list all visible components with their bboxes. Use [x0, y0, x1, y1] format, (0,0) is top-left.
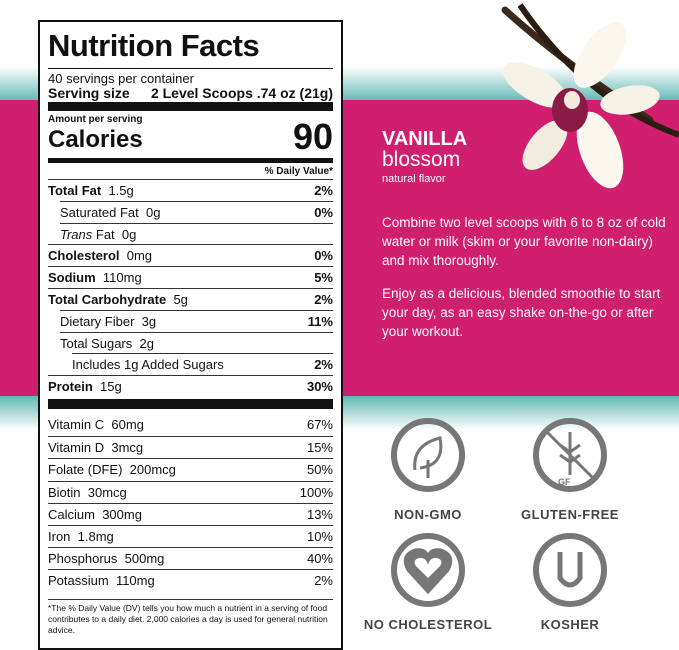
nutrient-dv: 11% [307, 313, 333, 329]
flavor-line2: blossom [382, 148, 461, 171]
nutrient-name: Sodium [48, 270, 96, 286]
amount-per-serving: Amount per serving [48, 114, 143, 125]
nutrient-amount: 3mcg [111, 440, 144, 456]
nutrient-amount: 200mcg [129, 462, 176, 478]
nutrient-row: Trans Fat 0g [60, 222, 333, 245]
nutrition-label: Nutrition Facts 40 servings per containe… [38, 20, 343, 650]
nutrient-name: Total Sugars [60, 335, 133, 351]
nutrient-amount: 60mg [111, 417, 144, 432]
calories-label: Calories [48, 126, 143, 153]
paragraph: Combine two level scoops with 6 to 8 oz … [382, 215, 666, 268]
nutrient-dv: 5% [314, 270, 333, 286]
nutrient-name: Dietary Fiber [60, 313, 135, 329]
nutrient-name: Includes 1g Added Sugars [72, 357, 224, 373]
nutrient-amount: 0g [146, 204, 161, 220]
nutrient-dv: 2% [314, 573, 333, 589]
footnote: *The % Daily Value (DV) tells you how mu… [48, 599, 333, 636]
nutrient-row: Dietary Fiber 3g 11% [60, 309, 333, 332]
nutrient-dv: 10% [306, 529, 333, 544]
nutrient-dv: 30% [306, 379, 333, 395]
serving-size-label: Serving size [48, 85, 130, 101]
nutrient-dv: 0% [314, 248, 333, 264]
nutrient-name: Folate (DFE) [48, 462, 123, 478]
badge-label: NON-GMO [394, 507, 462, 522]
nutrient-row: Vitamin C 60mg 67% [48, 414, 333, 435]
nutrient-name: Protein [48, 379, 93, 395]
flavor-line1: VANILLA [382, 128, 468, 150]
nutrient-amount: 500mg [124, 551, 165, 567]
nutrient-name: Total Fat [48, 183, 102, 198]
nutrient-amount: 15g [100, 379, 122, 395]
nutrient-name: Saturated Fat [60, 204, 139, 220]
nutrient-amount: 0g [121, 226, 137, 242]
nutrient-dv: 2% [314, 292, 333, 307]
nutrient-amount: 5g [173, 292, 188, 307]
nutrient-dv: 100% [299, 484, 333, 500]
nutrient-dv: 67% [306, 417, 333, 432]
nutrient-name: Vitamin C [48, 417, 105, 432]
nutrient-amount: 0mg [126, 248, 153, 264]
nutrient-amount: 110mg [115, 573, 155, 589]
nutrient-row: Folate (DFE) 200mcg 50% [48, 458, 333, 480]
badge-label: NO CHOLESTEROL [363, 617, 493, 632]
nutrient-dv: 50% [306, 462, 333, 478]
nutrient-amount: 3g [141, 313, 157, 329]
nutrient-row: Phosphorus 500mg 40% [48, 547, 333, 569]
badge-label: GLUTEN-FREE [521, 507, 619, 522]
serving-size-value: 2 Level Scoops .74 oz (21g) [150, 85, 333, 101]
nutrient-name: Biotin [48, 484, 81, 500]
nutrient-amount: 300mg [102, 506, 142, 522]
nutrient-name-italic: Trans [60, 226, 93, 242]
nutrient-name: Phosphorus [48, 551, 118, 567]
nutrient-name: Cholesterol [48, 248, 120, 264]
label-title: Nutrition Facts [48, 28, 260, 63]
nutrient-dv: 2% [314, 183, 333, 198]
nutrient-row: Potassium 110mg 2% [48, 569, 333, 591]
nutrient-amount: 110mg [102, 270, 142, 286]
servings: 40 servings per container [48, 71, 194, 86]
gf-icon-text: GF [558, 477, 571, 487]
paragraph: Enjoy as a delicious, blended smoothie t… [382, 286, 661, 339]
dv-header: % Daily Value* [264, 166, 333, 177]
nutrient-row: Total Fat 1.5g 2% [48, 179, 333, 201]
nutrient-row: Iron 1.8mg 10% [48, 525, 333, 547]
nutrient-row: Sodium 110mg 5% [48, 266, 333, 288]
nutrient-name: Potassium [48, 573, 109, 589]
nutrient-name: Total Carbohydrate [48, 292, 167, 307]
nutrient-amount: 1.5g [108, 183, 134, 198]
nutrient-name: Vitamin D [48, 440, 105, 456]
nutrient-amount: 2g [139, 335, 154, 351]
nutrient-row: Biotin 30mcg 100% [48, 480, 333, 503]
nutrient-row: Includes 1g Added Sugars 2% [72, 353, 333, 375]
calories-value: 90 [292, 116, 333, 157]
nutrient-dv: 15% [306, 440, 333, 456]
badge-label: KOSHER [540, 617, 600, 632]
nutrient-row: Protein 15g 30% [48, 375, 333, 397]
nutrient-amount: 1.8mg [77, 529, 114, 544]
nutrient-row: Vitamin D 3mcg 15% [48, 436, 333, 458]
nutrient-dv: 13% [306, 506, 333, 522]
nutrient-row: Total Sugars 2g [60, 331, 333, 354]
nutrient-name: Calcium [48, 506, 95, 522]
nutrient-row: Saturated Fat 0g 0% [60, 200, 333, 223]
nutrient-amount: 30mcg [87, 484, 127, 500]
nutrient-row: Total Carbohydrate 5g 2% [48, 288, 333, 310]
nutrient-name: Fat [95, 226, 115, 242]
nutrient-dv: 2% [314, 357, 333, 373]
nutrient-row: Calcium 300mg 13% [48, 502, 333, 525]
nutrient-dv: 40% [306, 551, 333, 567]
nutrient-name: Iron [48, 529, 71, 544]
nutrient-row: Cholesterol 0mg 0% [48, 244, 333, 266]
flavor-note: natural flavor [382, 173, 446, 185]
nutrient-dv: 0% [314, 204, 333, 220]
